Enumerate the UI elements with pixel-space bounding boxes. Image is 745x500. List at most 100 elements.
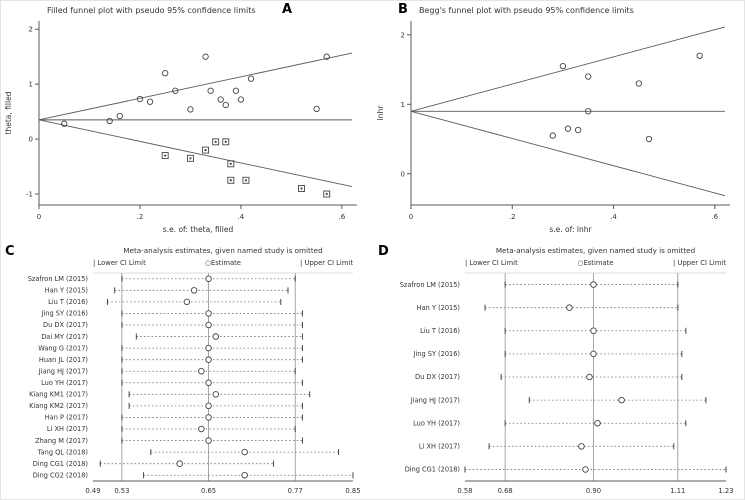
study-rows: Szafron LM (2015) Han Y (2015) Liu T (2016… [400, 281, 727, 474]
chart-title: Meta-analysis estimates, given named stu… [123, 246, 322, 255]
study-point [146, 98, 154, 105]
filled-study-point [212, 138, 220, 146]
estimate-point [618, 396, 625, 404]
svg-text:theta, filled: theta, filled [4, 91, 13, 134]
estimate-point [176, 460, 183, 467]
study-point [232, 87, 240, 94]
svg-text:-1: -1 [26, 191, 33, 199]
estimate-point [205, 344, 212, 352]
svg-text:1.23: 1.23 [718, 487, 733, 495]
data-points [549, 52, 703, 143]
reference-lines [93, 272, 353, 481]
estimate-point [205, 356, 212, 363]
svg-text:lnhr: lnhr [376, 105, 385, 121]
estimate-point [212, 333, 220, 340]
filled-study-point [242, 176, 250, 184]
study-point [247, 75, 255, 82]
svg-text:Ding CG2 (2018): Ding CG2 (2018) [33, 471, 88, 479]
svg-text:.6: .6 [711, 213, 718, 221]
study-point [217, 96, 224, 103]
svg-text:0: 0 [409, 213, 413, 221]
svg-text:Li XH (2017): Li XH (2017) [47, 425, 88, 433]
study-point [106, 117, 113, 125]
svg-text:Du DX (2017): Du DX (2017) [415, 373, 460, 381]
svg-text:.4: .4 [238, 213, 245, 221]
svg-text:Kiang KM1 (2017): Kiang KM1 (2017) [29, 391, 88, 399]
filled-study-point [186, 154, 194, 162]
svg-text:1: 1 [401, 101, 405, 109]
svg-text:.4: .4 [610, 213, 617, 221]
svg-text:0.49: 0.49 [85, 487, 100, 495]
svg-text:Jing SY (2016): Jing SY (2016) [41, 310, 88, 318]
chart-title: Begg's funnel plot with pseudo 95% confi… [419, 6, 634, 15]
funnel-confidence-lines [410, 26, 726, 197]
study-point [222, 101, 229, 109]
svg-text:Han Y (2015): Han Y (2015) [45, 287, 88, 295]
estimate-point [241, 471, 248, 479]
estimate-point [582, 466, 589, 473]
estimate-point [590, 281, 597, 288]
x-axis: 0.49 0.53 0.65 0.77 0.85 [85, 480, 361, 495]
svg-text:Ding CG1 (2018): Ding CG1 (2018) [405, 466, 460, 474]
svg-text:0.53: 0.53 [114, 487, 129, 495]
estimate-point [205, 275, 212, 283]
estimate-point [205, 437, 212, 444]
axes: -1 0 1 2 0 .2 .4 .6 s.e. of: theta, filled theta,… [4, 21, 357, 234]
svg-text:0: 0 [401, 170, 405, 178]
estimate-point [205, 321, 212, 329]
panel-a-label: A [282, 2, 293, 17]
study-point [635, 80, 643, 87]
study-point [323, 53, 330, 60]
filled-study-point [161, 152, 169, 160]
estimate-point [190, 287, 198, 294]
svg-text:Meta-analysis estimates, given: Meta-analysis estimates, given named stu… [496, 246, 695, 255]
svg-text:Li XH (2017): Li XH (2017) [419, 443, 460, 451]
filled-study-point [222, 138, 230, 146]
estimate-point [586, 373, 593, 381]
svg-text:1: 1 [29, 81, 33, 89]
reference-lines [465, 272, 726, 481]
svg-text:Jiang HJ (2017): Jiang HJ (2017) [38, 367, 88, 375]
svg-text:0.90: 0.90 [586, 487, 601, 495]
svg-text:○Estimate: ○Estimate [205, 259, 241, 267]
beggs-funnel-plot: Begg's funnel plot with pseudo 95% confi… [373, 1, 744, 243]
svg-text:0: 0 [37, 213, 41, 221]
svg-text:s.e. of: theta, filled: s.e. of: theta, filled [163, 225, 234, 234]
svg-text:0.85: 0.85 [345, 487, 360, 495]
estimate-point [566, 304, 573, 311]
svg-text:Jing SY (2016): Jing SY (2016) [413, 350, 460, 358]
estimate-point [578, 443, 585, 450]
study-point [187, 106, 194, 113]
estimate-point [594, 419, 601, 427]
chart-title: Filled funnel plot with pseudo 95% confi… [47, 6, 256, 15]
filled-study-point [202, 146, 210, 154]
svg-text:0.68: 0.68 [498, 487, 513, 495]
study-point [136, 95, 144, 103]
sensitivity-plot-left: Meta-analysis estimates, given named stu… [1, 243, 373, 499]
study-point [574, 126, 582, 134]
study-point [313, 105, 320, 113]
study-point [172, 87, 179, 94]
study-rows: Szafron LM (2015) Han Y (2015) Liu T (2016… [28, 275, 354, 479]
estimate-point [212, 391, 220, 398]
svg-text:| Lower CI Limit: | Lower CI Limit [465, 259, 518, 267]
svg-text:.6: .6 [339, 213, 346, 221]
study-point [585, 73, 592, 80]
study-point [645, 135, 653, 143]
svg-text:2: 2 [401, 31, 405, 39]
axes: 0 1 2 0 .2 .4 .6 s.e. of: lnhr lnhr [376, 21, 730, 234]
svg-text:s.e. of: lnhr: s.e. of: lnhr [549, 225, 592, 234]
svg-text:Jiang HJ (2017): Jiang HJ (2017) [410, 396, 460, 404]
svg-text:.2: .2 [509, 213, 516, 221]
svg-text:Wang G (2017): Wang G (2017) [38, 344, 88, 352]
estimate-point [241, 448, 248, 456]
study-point [116, 112, 123, 120]
svg-text:Tang QL (2018): Tang QL (2018) [37, 448, 88, 456]
svg-text:0: 0 [29, 136, 33, 144]
svg-text:Begg's funnel plot with pseudo: Begg's funnel plot with pseudo 95% confi… [419, 6, 634, 15]
estimate-point [590, 327, 597, 335]
svg-text:Du DX (2017): Du DX (2017) [43, 321, 88, 329]
svg-text:Liu T (2016): Liu T (2016) [48, 298, 88, 306]
study-point [549, 132, 556, 139]
estimate-point [205, 379, 212, 387]
